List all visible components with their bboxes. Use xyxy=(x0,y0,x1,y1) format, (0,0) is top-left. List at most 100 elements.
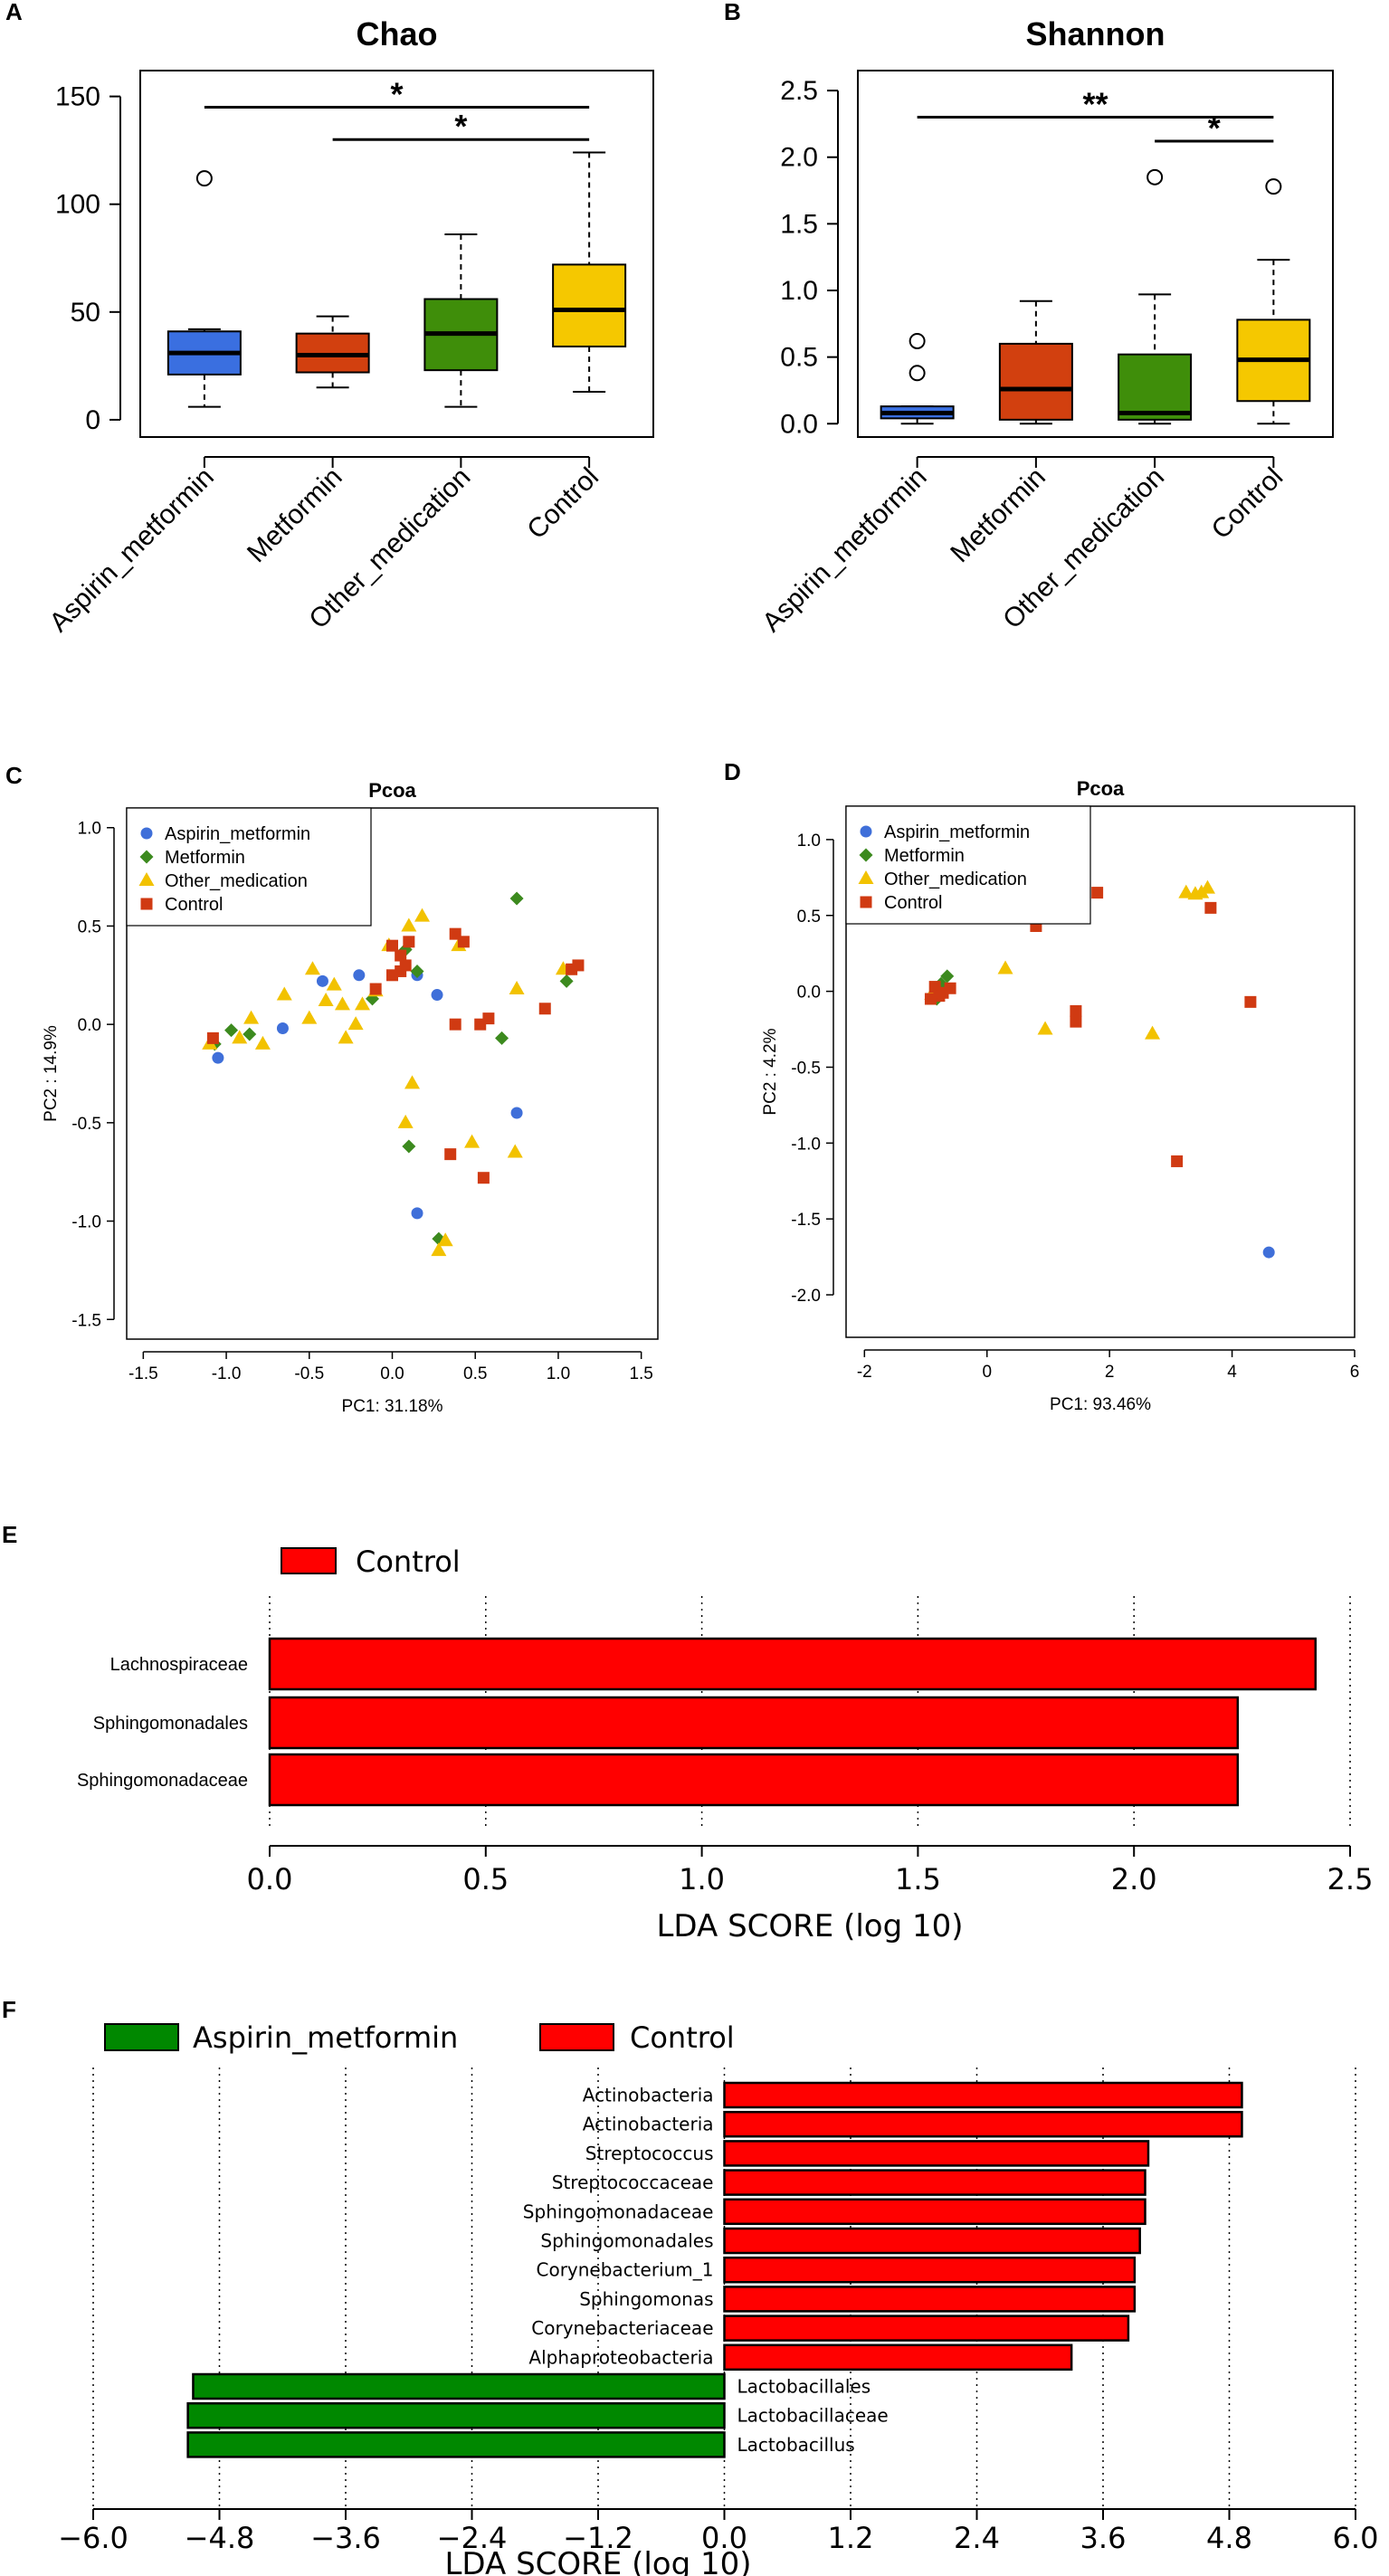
significance-label: * xyxy=(390,76,403,113)
y-axis-label: PC2 : 14.9% xyxy=(42,1025,61,1122)
x-tick-label: -1.5 xyxy=(128,1364,158,1383)
y-tick-label: 1.0 xyxy=(797,832,821,851)
legend-swatch-control xyxy=(539,2023,614,2051)
data-point xyxy=(276,1022,289,1034)
data-point xyxy=(1070,1004,1082,1017)
x-axis-label: PC1: 93.46% xyxy=(1050,1395,1151,1414)
x-tick-label: 2.4 xyxy=(954,2521,1000,2555)
y-tick-label: -0.5 xyxy=(791,1059,821,1078)
data-point xyxy=(397,1114,414,1128)
data-point xyxy=(403,936,415,948)
taxon-label: Alphaproteobacteria xyxy=(528,2346,713,2368)
lda-bar xyxy=(723,2286,1137,2313)
data-point xyxy=(1204,901,1217,914)
data-point xyxy=(304,961,320,975)
data-point xyxy=(944,982,956,994)
data-point xyxy=(431,989,443,1002)
panel-letter-d: D xyxy=(724,758,741,785)
outlier-point xyxy=(1265,178,1282,195)
data-point xyxy=(509,891,524,906)
data-point xyxy=(369,983,382,995)
chart-title: Chao xyxy=(357,15,438,52)
x-tick-label: 6.0 xyxy=(1333,2521,1379,2555)
y-tick-label: -0.5 xyxy=(71,1115,101,1134)
x-tick-label: 0 xyxy=(982,1363,992,1382)
legend-label: Other_medication xyxy=(165,871,308,891)
taxon-label: Lachnospiraceae xyxy=(110,1655,248,1675)
y-axis-label: PC2 : 4.2% xyxy=(761,1028,780,1115)
data-point xyxy=(206,1031,219,1044)
pcoa-plot-d: Pcoa -2.0 -1.5 -1.0 -0.5 0.0 0.5 1.0 -2 0 2 4 6 PC1: … xyxy=(761,777,1359,1414)
taxon-label: Corynebacteriaceae xyxy=(531,2317,713,2339)
data-point xyxy=(326,976,342,991)
data-point xyxy=(1145,1025,1161,1040)
x-tick-label: −1.2 xyxy=(563,2521,633,2555)
legend-label: Metformin xyxy=(884,846,965,866)
panel-letter-a: A xyxy=(5,0,23,25)
y-tick-label: 0.5 xyxy=(78,917,101,936)
lda-bar xyxy=(723,2256,1137,2284)
x-tick-label: 2.5 xyxy=(1327,1862,1374,1896)
y-tick-label: -1.5 xyxy=(71,1311,101,1330)
y-tick-label: 2.0 xyxy=(780,143,818,173)
data-point xyxy=(1070,1015,1082,1028)
data-point xyxy=(401,917,417,932)
data-point xyxy=(477,1172,490,1184)
data-point xyxy=(318,993,334,1007)
data-point xyxy=(457,936,470,948)
panel-letter-b: B xyxy=(724,0,741,25)
lda-bar xyxy=(268,1696,1240,1750)
data-point xyxy=(1171,1155,1184,1167)
x-tick-label: 4.8 xyxy=(1206,2521,1252,2555)
box-metformin xyxy=(998,342,1073,421)
data-point xyxy=(139,850,154,864)
data-point xyxy=(859,848,873,862)
y-tick-label: 0.5 xyxy=(780,343,818,373)
data-point xyxy=(276,986,292,1001)
chart-title: Shannon xyxy=(1026,15,1165,52)
legend-label: Control xyxy=(884,893,942,913)
data-point xyxy=(410,964,424,978)
data-point xyxy=(858,870,874,884)
data-point xyxy=(140,898,153,910)
lda-bar xyxy=(186,2431,726,2458)
x-tick-label: Control xyxy=(1206,462,1289,546)
y-tick-label: 100 xyxy=(55,190,100,220)
taxon-label: Lactobacillaceae xyxy=(737,2405,889,2427)
y-tick-label: 1.0 xyxy=(780,276,818,306)
x-tick-label: Aspirin_metformin xyxy=(756,462,932,638)
x-tick-label: 0.5 xyxy=(462,1862,509,1896)
outlier-point xyxy=(909,365,926,382)
x-tick-label: 1.5 xyxy=(895,1862,941,1896)
x-tick-label: 2.0 xyxy=(1111,1862,1157,1896)
data-point xyxy=(507,1144,523,1158)
data-point xyxy=(1199,879,1215,894)
y-tick-label: 0.0 xyxy=(797,984,821,1003)
data-point xyxy=(495,1031,509,1045)
data-point xyxy=(347,1016,364,1031)
data-point xyxy=(940,969,955,984)
y-tick-label: 150 xyxy=(55,82,100,112)
y-tick-label: -1.0 xyxy=(71,1213,101,1232)
panel-letter-c: C xyxy=(5,762,23,789)
y-tick-label: 2.5 xyxy=(780,76,818,106)
plot-frame xyxy=(126,807,659,1340)
box-control xyxy=(552,263,627,347)
lda-bar xyxy=(723,2140,1150,2167)
x-tick-label: 0.0 xyxy=(701,2521,747,2555)
legend-label: Other_medication xyxy=(884,870,1027,889)
taxon-label: Streptococcaceae xyxy=(552,2172,714,2193)
lda-bar xyxy=(723,2227,1141,2255)
outlier-point xyxy=(909,332,926,349)
legend-label: Aspirin_metformin xyxy=(165,824,310,844)
taxon-label: Sphingomonas xyxy=(579,2288,713,2310)
x-tick-label: −4.8 xyxy=(185,2521,255,2555)
data-point xyxy=(559,974,574,988)
taxon-label: Sphingomonadaceae xyxy=(77,1771,248,1791)
x-tick-label: Metformin xyxy=(945,462,1051,569)
data-point xyxy=(1178,884,1194,898)
data-point xyxy=(431,1242,447,1257)
data-point xyxy=(338,1030,354,1044)
data-point xyxy=(1037,1021,1053,1035)
